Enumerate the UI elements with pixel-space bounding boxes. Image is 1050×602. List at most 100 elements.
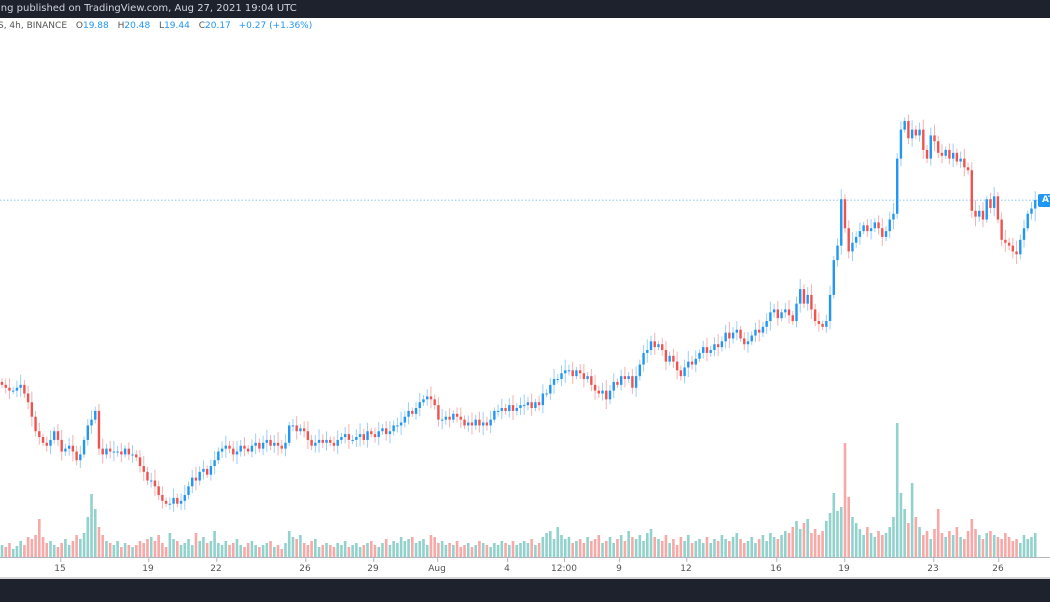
candle-body — [854, 236, 858, 243]
volume-bar — [519, 543, 522, 557]
candle-body — [541, 393, 545, 406]
candle-body — [940, 152, 944, 156]
candle-body — [776, 309, 780, 319]
candle-body — [1030, 208, 1033, 214]
volume-bar — [231, 543, 235, 557]
candle-body — [862, 225, 865, 232]
volume-bar — [217, 543, 220, 557]
candle-body — [519, 405, 522, 409]
candle-body — [314, 442, 317, 446]
candle-body — [948, 149, 951, 159]
candle-body — [217, 451, 220, 461]
volume-bar — [638, 535, 642, 557]
candle-body — [888, 219, 891, 232]
candle-body — [918, 129, 921, 136]
volume-bar — [511, 541, 515, 557]
volume-bar — [552, 539, 556, 557]
volume-bar — [675, 545, 679, 557]
volume-bar — [959, 537, 962, 557]
x-tick-label: 19 — [142, 558, 154, 574]
volume-bar — [429, 535, 433, 557]
volume-bar — [15, 546, 19, 557]
candle-body — [810, 294, 813, 310]
candle-body — [500, 408, 504, 411]
volume-bar — [601, 543, 604, 557]
volume-bar — [795, 521, 798, 557]
candle-body — [1000, 219, 1003, 240]
candle-body — [202, 468, 205, 472]
candle-body — [332, 442, 336, 446]
volume-bar — [701, 543, 705, 557]
candle-body — [329, 439, 332, 443]
candle-body — [302, 428, 306, 432]
volume-bar — [381, 543, 384, 557]
volume-bar — [582, 543, 586, 557]
candle-body — [41, 437, 45, 443]
candle-body — [373, 434, 377, 438]
candle-body — [799, 289, 802, 304]
candle-body — [556, 379, 559, 381]
volume-bar — [925, 531, 929, 557]
volume-bar — [82, 533, 86, 557]
open-value: 19.88 — [82, 21, 109, 31]
volume-bar — [328, 545, 332, 557]
volume-bar — [138, 541, 142, 557]
volume-bar — [985, 533, 989, 557]
candle-body — [687, 361, 690, 368]
candle-body — [817, 321, 821, 324]
close-label: C — [198, 21, 205, 31]
volume-bar — [153, 541, 157, 557]
candle-body — [526, 402, 530, 406]
volume-bar — [907, 523, 910, 557]
candle-body — [246, 448, 250, 452]
volume-bar — [948, 531, 951, 557]
volume-bar — [720, 535, 724, 557]
volume-bar — [627, 531, 630, 557]
candle-body — [832, 260, 835, 295]
candle-body — [813, 309, 817, 322]
volume-bar — [67, 545, 71, 557]
candle-body — [213, 460, 216, 467]
time-axis[interactable]: 15 19 22 26 29 Aug 4 12:00 9 12 16 19 23 26 — [0, 557, 1050, 578]
candle-body — [112, 451, 116, 453]
volume-bar — [239, 545, 243, 557]
candle-body — [731, 332, 735, 339]
volume-bar — [545, 533, 548, 557]
candle-body — [157, 486, 160, 496]
volume-bar — [392, 541, 395, 557]
volume-bar — [362, 545, 366, 557]
candle-body — [985, 199, 988, 220]
candle-body — [123, 448, 127, 455]
volume-bar — [131, 547, 134, 557]
volume-bar — [71, 541, 75, 557]
volume-bar — [317, 547, 321, 557]
volume-bar — [108, 543, 112, 557]
volume-bar — [507, 545, 511, 557]
volume-bar — [765, 541, 768, 557]
volume-bar — [269, 541, 272, 557]
volume-bar — [1030, 537, 1033, 557]
candle-body — [1015, 251, 1018, 255]
candle-body — [150, 480, 153, 482]
volume-bar — [414, 543, 418, 557]
volume-bar — [989, 531, 992, 557]
volume-bar — [127, 545, 131, 557]
candle-body — [351, 439, 354, 441]
candle-body — [672, 355, 675, 362]
volume-bar — [183, 543, 187, 557]
volume-bar — [123, 543, 127, 557]
volume-bar — [86, 517, 90, 557]
volume-bar — [243, 547, 246, 557]
volume-bar — [4, 547, 8, 557]
candle-body — [19, 384, 22, 388]
candle-body — [340, 437, 343, 440]
volume-bar — [560, 535, 563, 557]
volume-bar — [645, 533, 649, 557]
volume-bar — [474, 545, 478, 557]
candle-body — [429, 396, 433, 400]
published-text: ing published on TradingView.com, Aug 27… — [0, 3, 297, 14]
volume-bar — [634, 539, 638, 557]
candle-body — [8, 387, 11, 391]
volume-bar — [418, 541, 422, 557]
